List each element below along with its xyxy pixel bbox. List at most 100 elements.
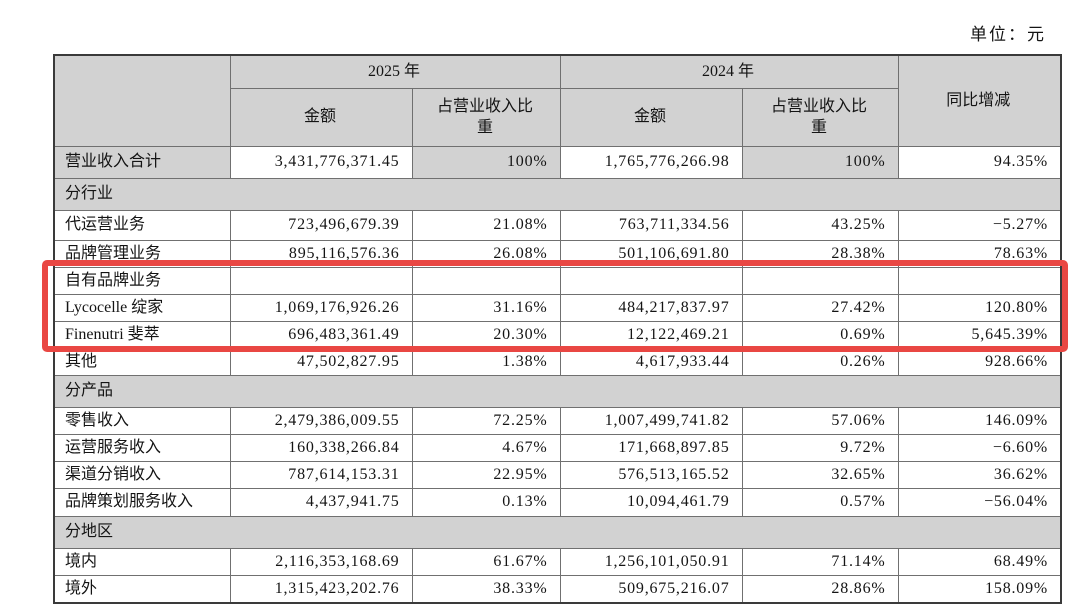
yoy-change: 146.09% bbox=[897, 406, 1062, 435]
pct-2025: 100% bbox=[411, 145, 561, 179]
amount-2024: 171,668,897.85 bbox=[559, 433, 743, 462]
row-label: 渠道分销收入 bbox=[53, 460, 231, 489]
pct-2025: 4.67% bbox=[411, 433, 561, 462]
row-channel-distribution-revenue: 渠道分销收入 787,614,153.31 22.95% 576,513,165… bbox=[53, 460, 1062, 489]
amount-2024: 763,711,334.56 bbox=[559, 209, 743, 241]
pct-2025: 21.08% bbox=[411, 209, 561, 241]
amount-2024: 509,675,216.07 bbox=[559, 574, 743, 604]
header-pct-2025-label: 占营业收入比重 bbox=[436, 98, 533, 136]
yoy-change: 78.63% bbox=[897, 239, 1062, 268]
pct-2025: 72.25% bbox=[411, 406, 561, 435]
amount-2025: 47,502,827.95 bbox=[229, 347, 413, 376]
pct-2024: 57.06% bbox=[741, 406, 899, 435]
header-pct-2025: 占营业收入比重 bbox=[411, 87, 561, 147]
row-label: 品牌管理业务 bbox=[53, 239, 231, 268]
header-empty-cell bbox=[53, 54, 231, 147]
unit-label: 单位：元 bbox=[970, 25, 1046, 44]
header-year-2025: 2025 年 bbox=[229, 54, 561, 89]
row-agency-operation: 代运营业务 723,496,679.39 21.08% 763,711,334.… bbox=[53, 209, 1062, 241]
amount-2024: 10,094,461.79 bbox=[559, 487, 743, 517]
pct-2024: 0.26% bbox=[741, 347, 899, 376]
pct-2025: 38.33% bbox=[411, 574, 561, 604]
row-total-revenue: 营业收入合计 3,431,776,371.45 100% 1,765,776,2… bbox=[53, 145, 1062, 179]
amount-2024: 4,617,933.44 bbox=[559, 347, 743, 376]
row-finenutri: Finenutri 斐萃 696,483,361.49 20.30% 12,12… bbox=[53, 320, 1062, 349]
pct-2024: 28.38% bbox=[741, 239, 899, 268]
pct-2024: 43.25% bbox=[741, 209, 899, 241]
yoy-change: 5,645.39% bbox=[897, 320, 1062, 349]
amount-2025: 2,116,353,168.69 bbox=[229, 547, 413, 576]
yoy-change: −6.60% bbox=[897, 433, 1062, 462]
pct-2025: 31.16% bbox=[411, 293, 561, 322]
amount-2024: 12,122,469.21 bbox=[559, 320, 743, 349]
yoy-change: 158.09% bbox=[897, 574, 1062, 604]
pct-2025: 22.95% bbox=[411, 460, 561, 489]
header-amount-2025: 金额 bbox=[229, 87, 413, 147]
pct-2024 bbox=[741, 266, 899, 295]
section-by-region: 分地区 bbox=[53, 515, 1062, 549]
row-label: 其他 bbox=[53, 347, 231, 376]
amount-2025: 160,338,266.84 bbox=[229, 433, 413, 462]
amount-2024: 501,106,691.80 bbox=[559, 239, 743, 268]
amount-2025: 787,614,153.31 bbox=[229, 460, 413, 489]
pct-2024: 0.57% bbox=[741, 487, 899, 517]
pct-2024: 32.65% bbox=[741, 460, 899, 489]
row-others: 其他 47,502,827.95 1.38% 4,617,933.44 0.26… bbox=[53, 347, 1062, 376]
header-row-measures: 金额 占营业收入比重 金额 占营业收入比重 bbox=[54, 87, 1061, 147]
row-overseas: 境外 1,315,423,202.76 38.33% 509,675,216.0… bbox=[53, 574, 1062, 604]
header-yoy: 同比增减 bbox=[897, 54, 1062, 147]
amount-2024: 484,217,837.97 bbox=[559, 293, 743, 322]
pct-2025: 20.30% bbox=[411, 320, 561, 349]
amount-2025: 4,437,941.75 bbox=[229, 487, 413, 517]
yoy-change bbox=[897, 266, 1062, 295]
amount-2025: 1,315,423,202.76 bbox=[229, 574, 413, 604]
header-row-years: 2025 年 2024 年 同比增减 bbox=[53, 54, 1062, 147]
amount-2024: 1,007,499,741.82 bbox=[559, 406, 743, 435]
pct-2025: 0.13% bbox=[411, 487, 561, 517]
row-label: 运营服务收入 bbox=[53, 433, 231, 462]
pct-2024: 100% bbox=[741, 145, 899, 179]
yoy-change: 94.35% bbox=[897, 145, 1062, 179]
header-pct-2024: 占营业收入比重 bbox=[741, 87, 899, 147]
row-label: Lycocelle 绽家 bbox=[53, 293, 231, 322]
header-pct-2024-label: 占营业收入比重 bbox=[771, 98, 868, 136]
row-brand-management: 品牌管理业务 895,116,576.36 26.08% 501,106,691… bbox=[53, 239, 1062, 268]
row-label: 境内 bbox=[53, 547, 231, 576]
section-label: 分地区 bbox=[53, 515, 1062, 549]
yoy-change: 120.80% bbox=[897, 293, 1062, 322]
row-own-brand-business: 自有品牌业务 bbox=[53, 266, 1062, 295]
pct-2025: 61.67% bbox=[411, 547, 561, 576]
row-label: 零售收入 bbox=[53, 406, 231, 435]
row-label: 品牌策划服务收入 bbox=[53, 487, 231, 517]
revenue-breakdown-table: 2025 年 2024 年 同比增减 金额 占营业收入比重 金额 占营业收入比重… bbox=[53, 54, 1063, 604]
row-lycocelle: Lycocelle 绽家 1,069,176,926.26 31.16% 484… bbox=[53, 293, 1062, 322]
yoy-change: 36.62% bbox=[897, 460, 1062, 489]
row-domestic: 境内 2,116,353,168.69 61.67% 1,256,101,050… bbox=[53, 547, 1062, 576]
amount-2024: 576,513,165.52 bbox=[559, 460, 743, 489]
pct-2024: 0.69% bbox=[741, 320, 899, 349]
amount-2024: 1,256,101,050.91 bbox=[559, 547, 743, 576]
section-label: 分产品 bbox=[53, 374, 1062, 408]
section-by-industry: 分行业 bbox=[53, 177, 1062, 211]
row-operation-service-revenue: 运营服务收入 160,338,266.84 4.67% 171,668,897.… bbox=[53, 433, 1062, 462]
amount-2024 bbox=[559, 266, 743, 295]
amount-2025: 2,479,386,009.55 bbox=[229, 406, 413, 435]
yoy-change: −56.04% bbox=[897, 487, 1062, 517]
row-label: 营业收入合计 bbox=[53, 145, 231, 179]
header-year-2024: 2024 年 bbox=[559, 54, 899, 89]
section-by-product: 分产品 bbox=[53, 374, 1062, 408]
row-label: Finenutri 斐萃 bbox=[53, 320, 231, 349]
yoy-change: 928.66% bbox=[897, 347, 1062, 376]
row-brand-planning-service-revenue: 品牌策划服务收入 4,437,941.75 0.13% 10,094,461.7… bbox=[53, 487, 1062, 517]
pct-2024: 27.42% bbox=[741, 293, 899, 322]
row-label: 境外 bbox=[53, 574, 231, 604]
yoy-change: 68.49% bbox=[897, 547, 1062, 576]
yoy-change: −5.27% bbox=[897, 209, 1062, 241]
amount-2025: 1,069,176,926.26 bbox=[229, 293, 413, 322]
pct-2025 bbox=[411, 266, 561, 295]
pct-2025: 26.08% bbox=[411, 239, 561, 268]
header-amount-2024: 金额 bbox=[559, 87, 743, 147]
pct-2024: 28.86% bbox=[741, 574, 899, 604]
amount-2025: 3,431,776,371.45 bbox=[229, 145, 413, 179]
